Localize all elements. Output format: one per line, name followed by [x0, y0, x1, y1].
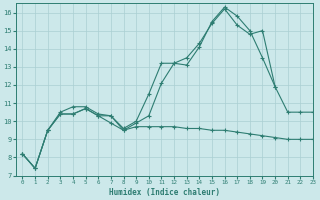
X-axis label: Humidex (Indice chaleur): Humidex (Indice chaleur) — [109, 188, 220, 197]
